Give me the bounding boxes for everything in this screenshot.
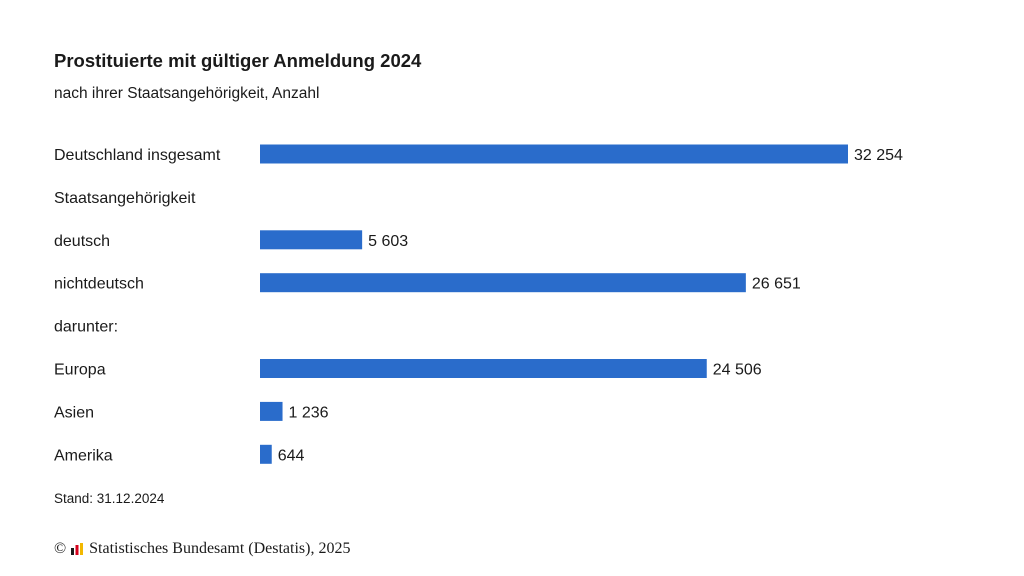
bar	[260, 273, 746, 293]
data-date-note: Stand: 31.12.2024	[54, 491, 165, 506]
data-label: 644	[278, 447, 305, 464]
category-label: Staatsangehörigkeit	[54, 190, 196, 207]
bar	[260, 230, 363, 250]
data-label: 5 603	[368, 233, 408, 250]
category-label: Asien	[54, 404, 94, 421]
category-label: nichtdeutsch	[54, 276, 144, 293]
data-label: 24 506	[713, 362, 762, 379]
category-label: Deutschland insgesamt	[54, 147, 221, 164]
bar	[260, 144, 848, 164]
chart-title: Prostituierte mit gültiger Anmeldung 202…	[54, 50, 422, 71]
category-label: Europa	[54, 362, 106, 379]
category-label: darunter:	[54, 319, 118, 336]
category-label: Amerika	[54, 447, 113, 464]
source-text: Statistisches Bundesamt (Destatis), 2025	[89, 540, 351, 557]
bar	[260, 444, 272, 464]
category-label: deutsch	[54, 233, 110, 250]
copyright-symbol: ©	[54, 540, 67, 557]
data-label: 26 651	[752, 276, 801, 293]
bar	[260, 401, 283, 421]
source-footer: © Statistisches Bundesamt (Destatis), 20…	[54, 540, 350, 558]
data-label: 32 254	[854, 147, 903, 164]
bar	[260, 359, 707, 378]
data-label: 1 236	[289, 404, 329, 421]
destatis-logo-icon	[71, 543, 84, 555]
chart-subtitle: nach ihrer Staatsangehörigkeit, Anzahl	[54, 85, 320, 102]
